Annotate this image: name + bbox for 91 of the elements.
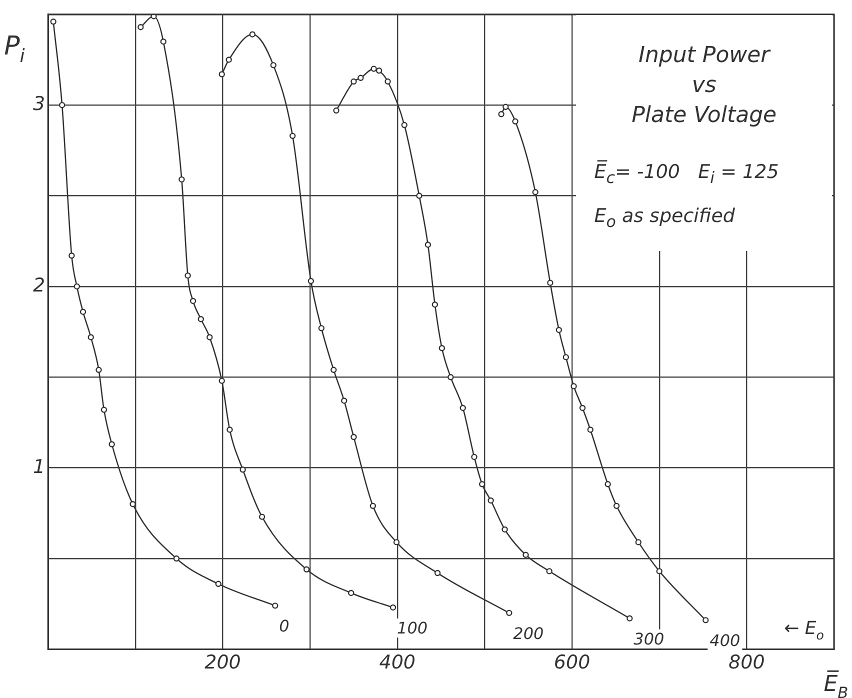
point: [579, 404, 586, 412]
series-label: 400: [710, 631, 740, 650]
point: [303, 566, 310, 572]
point: [448, 374, 454, 380]
point: [330, 366, 337, 373]
point: [424, 242, 432, 248]
point: [184, 272, 191, 279]
point: [226, 56, 232, 63]
point: [173, 555, 180, 562]
point: [502, 526, 508, 533]
point: [50, 18, 56, 25]
x-tick-label: 400: [379, 652, 416, 674]
point: [358, 74, 364, 81]
point: [350, 78, 357, 85]
point: [522, 552, 529, 558]
point: [333, 107, 340, 114]
point: [432, 301, 438, 308]
point: [138, 24, 144, 30]
point: [488, 497, 494, 504]
point: [471, 454, 478, 460]
point: [68, 252, 75, 259]
annotation: E$_{o}$ as specified: [594, 204, 736, 233]
x-tick-label: 200: [204, 652, 241, 674]
series-label: 300: [634, 629, 664, 648]
series-label: 0: [279, 616, 290, 636]
y-tick-label: 2: [32, 274, 46, 296]
point: [370, 502, 376, 510]
point: [506, 610, 512, 616]
point: [308, 278, 314, 284]
point: [478, 481, 486, 488]
point: [160, 38, 166, 45]
point: [702, 617, 709, 624]
point: [74, 283, 80, 290]
point: [416, 192, 422, 199]
point: [190, 298, 196, 304]
point: [556, 326, 562, 334]
point: [348, 590, 354, 596]
point: [240, 466, 246, 473]
point: [626, 615, 633, 622]
y-tick-label: 1: [32, 456, 46, 478]
point: [96, 366, 102, 373]
point: [376, 68, 382, 74]
point: [512, 118, 518, 125]
point: [341, 398, 348, 404]
point: [384, 78, 391, 85]
point: [178, 176, 185, 183]
point: [270, 62, 276, 68]
point: [604, 481, 611, 488]
point: [498, 111, 504, 118]
point: [656, 568, 662, 574]
point: [258, 514, 266, 520]
point: [370, 66, 377, 72]
point: [80, 308, 86, 315]
point: [198, 316, 204, 322]
point: [613, 502, 620, 510]
point: [562, 354, 570, 360]
point: [206, 334, 213, 340]
point: [218, 71, 225, 78]
point: [532, 189, 538, 196]
point: [108, 441, 115, 448]
point: [58, 102, 66, 108]
point: [570, 383, 577, 390]
series-label: 100: [397, 618, 428, 638]
point: [401, 122, 408, 128]
x-tick-label: 800: [728, 652, 765, 674]
y-tick-label: 3: [32, 93, 46, 116]
point: [390, 604, 396, 611]
point: [130, 501, 136, 508]
point: [272, 602, 278, 609]
point: [438, 345, 446, 352]
point: [218, 378, 225, 384]
text-panel: Input Power vs Plate Voltage E̅$_{c}$= -100 E$_{i}$ = 125 E$_{o}$ as specified: [576, 15, 832, 251]
point: [434, 570, 441, 576]
annotation: E̅$_{c}$= -100 E$_{i}$ = 125: [594, 159, 780, 190]
point: [289, 132, 296, 140]
point: [226, 426, 233, 433]
point: [318, 325, 325, 332]
point: [635, 539, 642, 546]
point: [547, 280, 554, 286]
point: [393, 539, 400, 546]
x-tick-label: 600: [554, 652, 590, 674]
point: [88, 334, 94, 340]
point: [249, 31, 256, 38]
point: [215, 580, 222, 588]
point: [100, 406, 108, 413]
point: [350, 434, 357, 440]
point: [460, 404, 466, 412]
series-label: 200: [513, 624, 544, 643]
point: [587, 426, 594, 433]
point: [502, 104, 509, 110]
point: [546, 568, 552, 574]
